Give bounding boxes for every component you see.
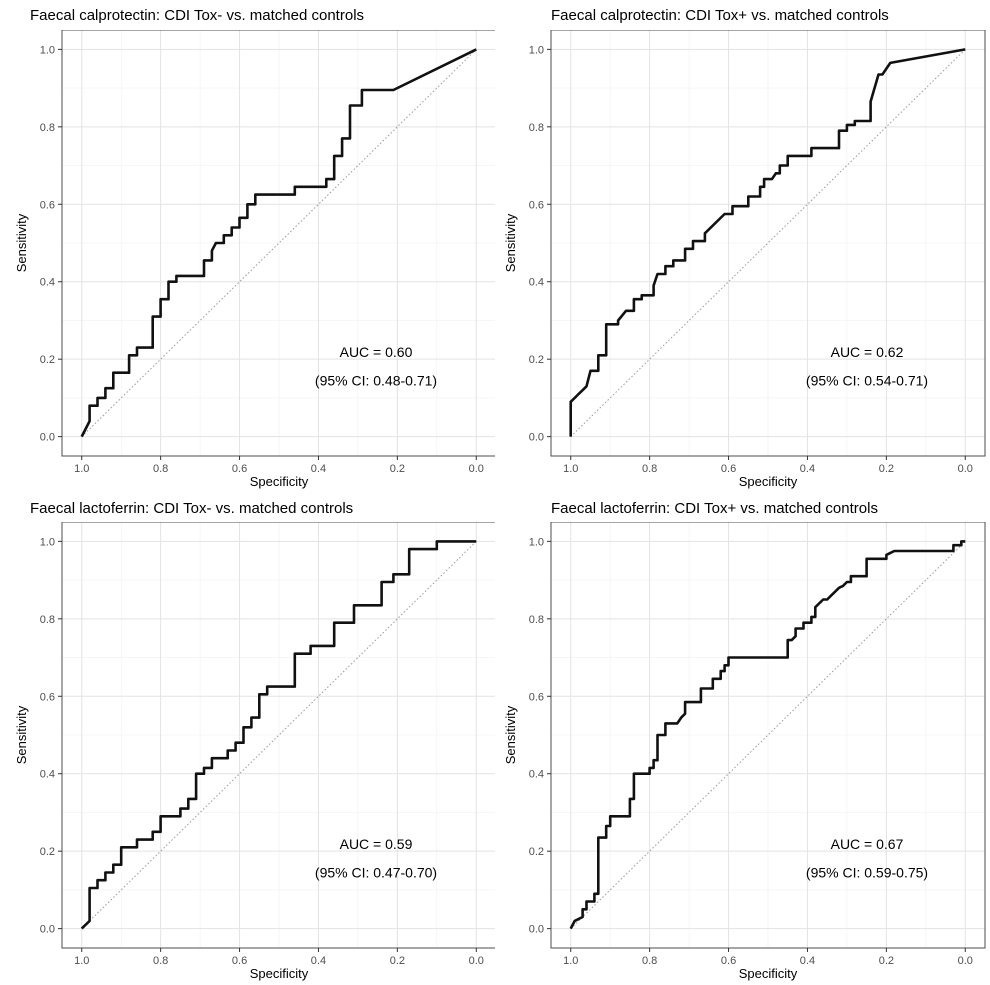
x-tick-label: 0.8: [642, 955, 657, 967]
x-tick-label: 0.0: [958, 955, 973, 967]
x-tick-label: 1.0: [563, 955, 578, 967]
panel-border: [61, 30, 495, 457]
ci-annotation: (95% CI: 0.59-0.75): [806, 864, 928, 880]
x-tick-label: 1.0: [563, 463, 578, 475]
x-tick-label: 0.2: [879, 463, 894, 475]
panel-border: [61, 522, 495, 949]
auc-annotation: AUC = 0.60: [340, 344, 413, 360]
y-tick-label: 0.2: [40, 846, 55, 858]
y-tick-label: 0.0: [529, 432, 544, 444]
x-tick-label: 1.0: [74, 955, 89, 967]
y-tick-label: 0.0: [529, 924, 544, 936]
x-tick-label: 0.8: [642, 463, 657, 475]
x-tick-label: 0.6: [232, 955, 247, 967]
y-tick-label: 0.6: [529, 199, 544, 211]
x-tick-label: 0.8: [153, 463, 168, 475]
y-axis-title: Sensitivity: [503, 705, 518, 764]
y-tick-label: 0.8: [40, 614, 55, 626]
y-tick-label: 0.0: [40, 432, 55, 444]
y-tick-label: 0.4: [40, 769, 55, 781]
panel-border: [550, 30, 986, 457]
y-tick-label: 0.2: [40, 354, 55, 366]
x-tick-label: 0.4: [800, 955, 815, 967]
auc-annotation: AUC = 0.62: [831, 344, 904, 360]
panel-title-calprotectin-tox-neg: Faecal calprotectin: CDI Tox- vs. matche…: [30, 7, 365, 24]
panel-border: [550, 522, 986, 949]
roc-curve: [80, 48, 477, 438]
x-tick-label: 0.2: [390, 463, 405, 475]
y-tick-label: 0.6: [40, 199, 55, 211]
y-tick-label: 0.0: [40, 924, 55, 936]
x-tick-label: 0.4: [311, 955, 326, 967]
x-axis-title: Specificity: [250, 474, 309, 489]
x-tick-label: 0.4: [800, 463, 815, 475]
roc-chart-calprotectin-tox-neg: 1.0 0.8 0.6 0.4 0.2 0.0 0.0 0.2 0.4 0.6 0.8 1.0 Spec…: [14, 30, 495, 489]
y-tick-label: 0.6: [529, 691, 544, 703]
y-tick-label: 0.4: [529, 277, 544, 289]
y-tick-label: 1.0: [40, 536, 55, 548]
panel-title-calprotectin-tox-pos: Faecal calprotectin: CDI Tox+ vs. matche…: [551, 7, 889, 24]
roc-chart-lactoferrin-tox-pos: 1.0 0.8 0.6 0.4 0.2 0.0 0.0 0.2 0.4 0.6 0.8 1.0 Spec…: [503, 522, 986, 981]
roc-curve: [569, 540, 966, 930]
x-axis-title: Specificity: [250, 966, 309, 981]
y-tick-label: 0.2: [529, 354, 544, 366]
x-tick-label: 0.8: [153, 955, 168, 967]
ci-annotation: (95% CI: 0.54-0.71): [806, 372, 928, 388]
panel-title-lactoferrin-tox-neg: Faecal lactoferrin: CDI Tox- vs. matched…: [30, 500, 354, 517]
roc-curve: [80, 540, 477, 930]
panel-title-lactoferrin-tox-pos: Faecal lactoferrin: CDI Tox+ vs. matched…: [551, 500, 878, 517]
y-axis-title: Sensitivity: [503, 213, 518, 272]
x-tick-label: 0.6: [721, 955, 736, 967]
auc-annotation: AUC = 0.67: [831, 836, 904, 852]
x-axis-title: Specificity: [739, 474, 798, 489]
y-tick-label: 0.6: [40, 691, 55, 703]
auc-annotation: AUC = 0.59: [340, 836, 413, 852]
x-tick-label: 0.6: [232, 463, 247, 475]
y-axis-title: Sensitivity: [14, 705, 29, 764]
x-tick-label: 0.4: [311, 463, 326, 475]
y-tick-label: 0.8: [529, 122, 544, 134]
x-axis-title: Specificity: [739, 966, 798, 981]
y-axis-title: Sensitivity: [14, 213, 29, 272]
x-tick-label: 1.0: [74, 463, 89, 475]
x-tick-label: 0.0: [469, 955, 484, 967]
y-tick-label: 1.0: [529, 536, 544, 548]
ci-annotation: (95% CI: 0.47-0.70): [315, 864, 437, 880]
y-tick-label: 0.2: [529, 846, 544, 858]
x-tick-label: 0.2: [390, 955, 405, 967]
y-tick-label: 0.4: [529, 769, 544, 781]
x-tick-label: 0.0: [469, 463, 484, 475]
y-tick-label: 0.8: [40, 122, 55, 134]
y-tick-label: 0.8: [529, 614, 544, 626]
roc-chart-calprotectin-tox-pos: 1.0 0.8 0.6 0.4 0.2 0.0 0.0 0.2 0.4 0.6 0.8 1.0 Spec…: [503, 30, 986, 489]
x-tick-label: 0.2: [879, 955, 894, 967]
y-tick-label: 1.0: [40, 44, 55, 56]
ci-annotation: (95% CI: 0.48-0.71): [315, 372, 437, 388]
x-tick-label: 0.0: [958, 463, 973, 475]
y-tick-label: 0.4: [40, 277, 55, 289]
x-tick-label: 0.6: [721, 463, 736, 475]
roc-chart-lactoferrin-tox-neg: 1.0 0.8 0.6 0.4 0.2 0.0 0.0 0.2 0.4 0.6 0.8 1.0 Spec…: [14, 522, 495, 981]
roc-curve: [569, 48, 966, 437]
y-tick-label: 1.0: [529, 44, 544, 56]
